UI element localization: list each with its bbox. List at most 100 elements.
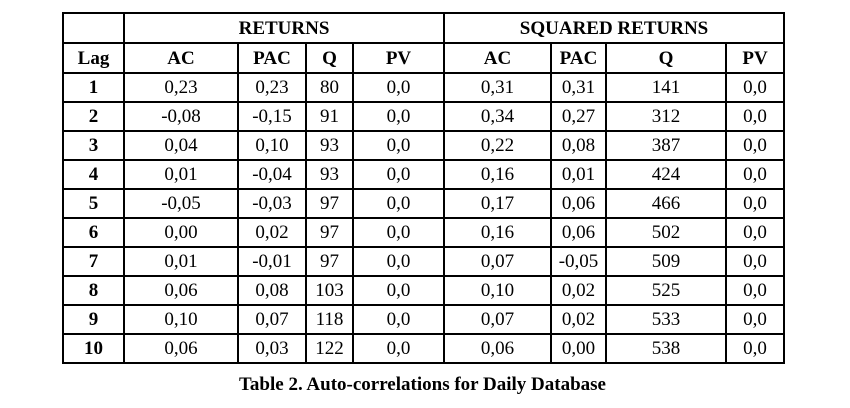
column-header-lag: Lag [62, 42, 125, 74]
value-cell: 0,0 [352, 101, 445, 132]
value-cell: 0,23 [123, 72, 239, 103]
lag-cell: 2 [62, 101, 125, 132]
value-cell: 103 [305, 275, 354, 306]
value-cell: 424 [605, 159, 727, 190]
value-cell: 0,02 [237, 217, 307, 248]
value-cell: 141 [605, 72, 727, 103]
value-cell: 0,08 [550, 130, 607, 161]
value-cell: 0,0 [724, 217, 786, 248]
value-cell: 0,0 [352, 333, 445, 364]
value-cell: 0,01 [123, 159, 239, 190]
lag-cell: 3 [62, 130, 125, 161]
value-cell: 0,06 [123, 275, 239, 306]
value-cell: 0,0 [724, 304, 786, 335]
value-cell: 0,10 [123, 304, 239, 335]
group-header-row: RETURNS SQUARED RETURNS [62, 12, 786, 44]
value-cell: 0,10 [237, 130, 307, 161]
value-cell: 0,31 [550, 72, 607, 103]
value-cell: 0,31 [443, 72, 552, 103]
value-cell: -0,08 [123, 101, 239, 132]
value-cell: 97 [305, 217, 354, 248]
value-cell: 0,07 [443, 304, 552, 335]
column-header-returns-ac: AC [123, 42, 239, 74]
value-cell: 97 [305, 246, 354, 277]
value-cell: -0,05 [550, 246, 607, 277]
table-row: 6 0,00 0,02 97 0,0 0,16 0,06 502 0,0 [62, 217, 786, 248]
value-cell: 533 [605, 304, 727, 335]
column-header-squared-q: Q [605, 42, 727, 74]
value-cell: 0,0 [352, 188, 445, 219]
value-cell: 312 [605, 101, 727, 132]
value-cell: -0,05 [123, 188, 239, 219]
value-cell: 0,0 [724, 130, 786, 161]
autocorrelation-table: RETURNS SQUARED RETURNS Lag AC PAC Q PV … [62, 12, 786, 364]
value-cell: 0,06 [443, 333, 552, 364]
table-body: 1 0,23 0,23 80 0,0 0,31 0,31 141 0,0 2 -0,08 -0,15 9… [62, 72, 786, 364]
table-row: 7 0,01 -0,01 97 0,0 0,07 -0,05 509 0,0 [62, 246, 786, 277]
value-cell: 538 [605, 333, 727, 364]
value-cell: 0,07 [443, 246, 552, 277]
value-cell: 0,00 [550, 333, 607, 364]
table-row: 9 0,10 0,07 118 0,0 0,07 0,02 533 0,0 [62, 304, 786, 335]
value-cell: 0,23 [237, 72, 307, 103]
value-cell: 0,16 [443, 159, 552, 190]
value-cell: 0,0 [352, 246, 445, 277]
corner-cell [62, 12, 125, 44]
value-cell: 0,01 [123, 246, 239, 277]
value-cell: -0,04 [237, 159, 307, 190]
value-cell: 509 [605, 246, 727, 277]
value-cell: 118 [305, 304, 354, 335]
value-cell: 0,07 [237, 304, 307, 335]
value-cell: 0,0 [352, 72, 445, 103]
value-cell: 525 [605, 275, 727, 306]
value-cell: 0,0 [724, 72, 786, 103]
value-cell: 0,01 [550, 159, 607, 190]
table-row: 5 -0,05 -0,03 97 0,0 0,17 0,06 466 0,0 [62, 188, 786, 219]
value-cell: 0,10 [443, 275, 552, 306]
column-header-squared-pac: PAC [550, 42, 607, 74]
column-header-returns-q: Q [305, 42, 354, 74]
value-cell: 0,06 [123, 333, 239, 364]
value-cell: 0,06 [550, 217, 607, 248]
value-cell: 122 [305, 333, 354, 364]
lag-cell: 7 [62, 246, 125, 277]
column-header-squared-ac: AC [443, 42, 552, 74]
lag-cell: 1 [62, 72, 125, 103]
value-cell: -0,03 [237, 188, 307, 219]
squared-returns-group-header: SQUARED RETURNS [442, 12, 786, 44]
returns-group-header: RETURNS [123, 12, 445, 44]
value-cell: 0,17 [443, 188, 552, 219]
value-cell: 0,0 [724, 275, 786, 306]
value-cell: 466 [605, 188, 727, 219]
value-cell: 0,0 [724, 188, 786, 219]
value-cell: 0,16 [443, 217, 552, 248]
value-cell: 97 [305, 188, 354, 219]
table-row: 8 0,06 0,08 103 0,0 0,10 0,02 525 0,0 [62, 275, 786, 306]
value-cell: 0,0 [352, 130, 445, 161]
lag-cell: 6 [62, 217, 125, 248]
value-cell: 0,0 [724, 159, 786, 190]
column-header-returns-pv: PV [352, 42, 445, 74]
value-cell: 0,04 [123, 130, 239, 161]
value-cell: 0,22 [443, 130, 552, 161]
value-cell: 0,0 [724, 246, 786, 277]
value-cell: 0,27 [550, 101, 607, 132]
value-cell: -0,15 [237, 101, 307, 132]
value-cell: 0,34 [443, 101, 552, 132]
lag-cell: 9 [62, 304, 125, 335]
value-cell: 0,0 [724, 101, 786, 132]
table-row: 3 0,04 0,10 93 0,0 0,22 0,08 387 0,0 [62, 130, 786, 161]
value-cell: 80 [305, 72, 354, 103]
value-cell: 0,03 [237, 333, 307, 364]
table-caption: Table 2. Auto-correlations for Daily Dat… [239, 374, 606, 395]
table-row: 2 -0,08 -0,15 91 0,0 0,34 0,27 312 0,0 [62, 101, 786, 132]
lag-cell: 10 [62, 333, 125, 364]
value-cell: 0,0 [724, 333, 786, 364]
column-header-squared-pv: PV [724, 42, 786, 74]
value-cell: 0,00 [123, 217, 239, 248]
lag-cell: 5 [62, 188, 125, 219]
lag-cell: 4 [62, 159, 125, 190]
value-cell: 93 [305, 130, 354, 161]
table-row: 1 0,23 0,23 80 0,0 0,31 0,31 141 0,0 [62, 72, 786, 103]
table-row: 4 0,01 -0,04 93 0,0 0,16 0,01 424 0,0 [62, 159, 786, 190]
